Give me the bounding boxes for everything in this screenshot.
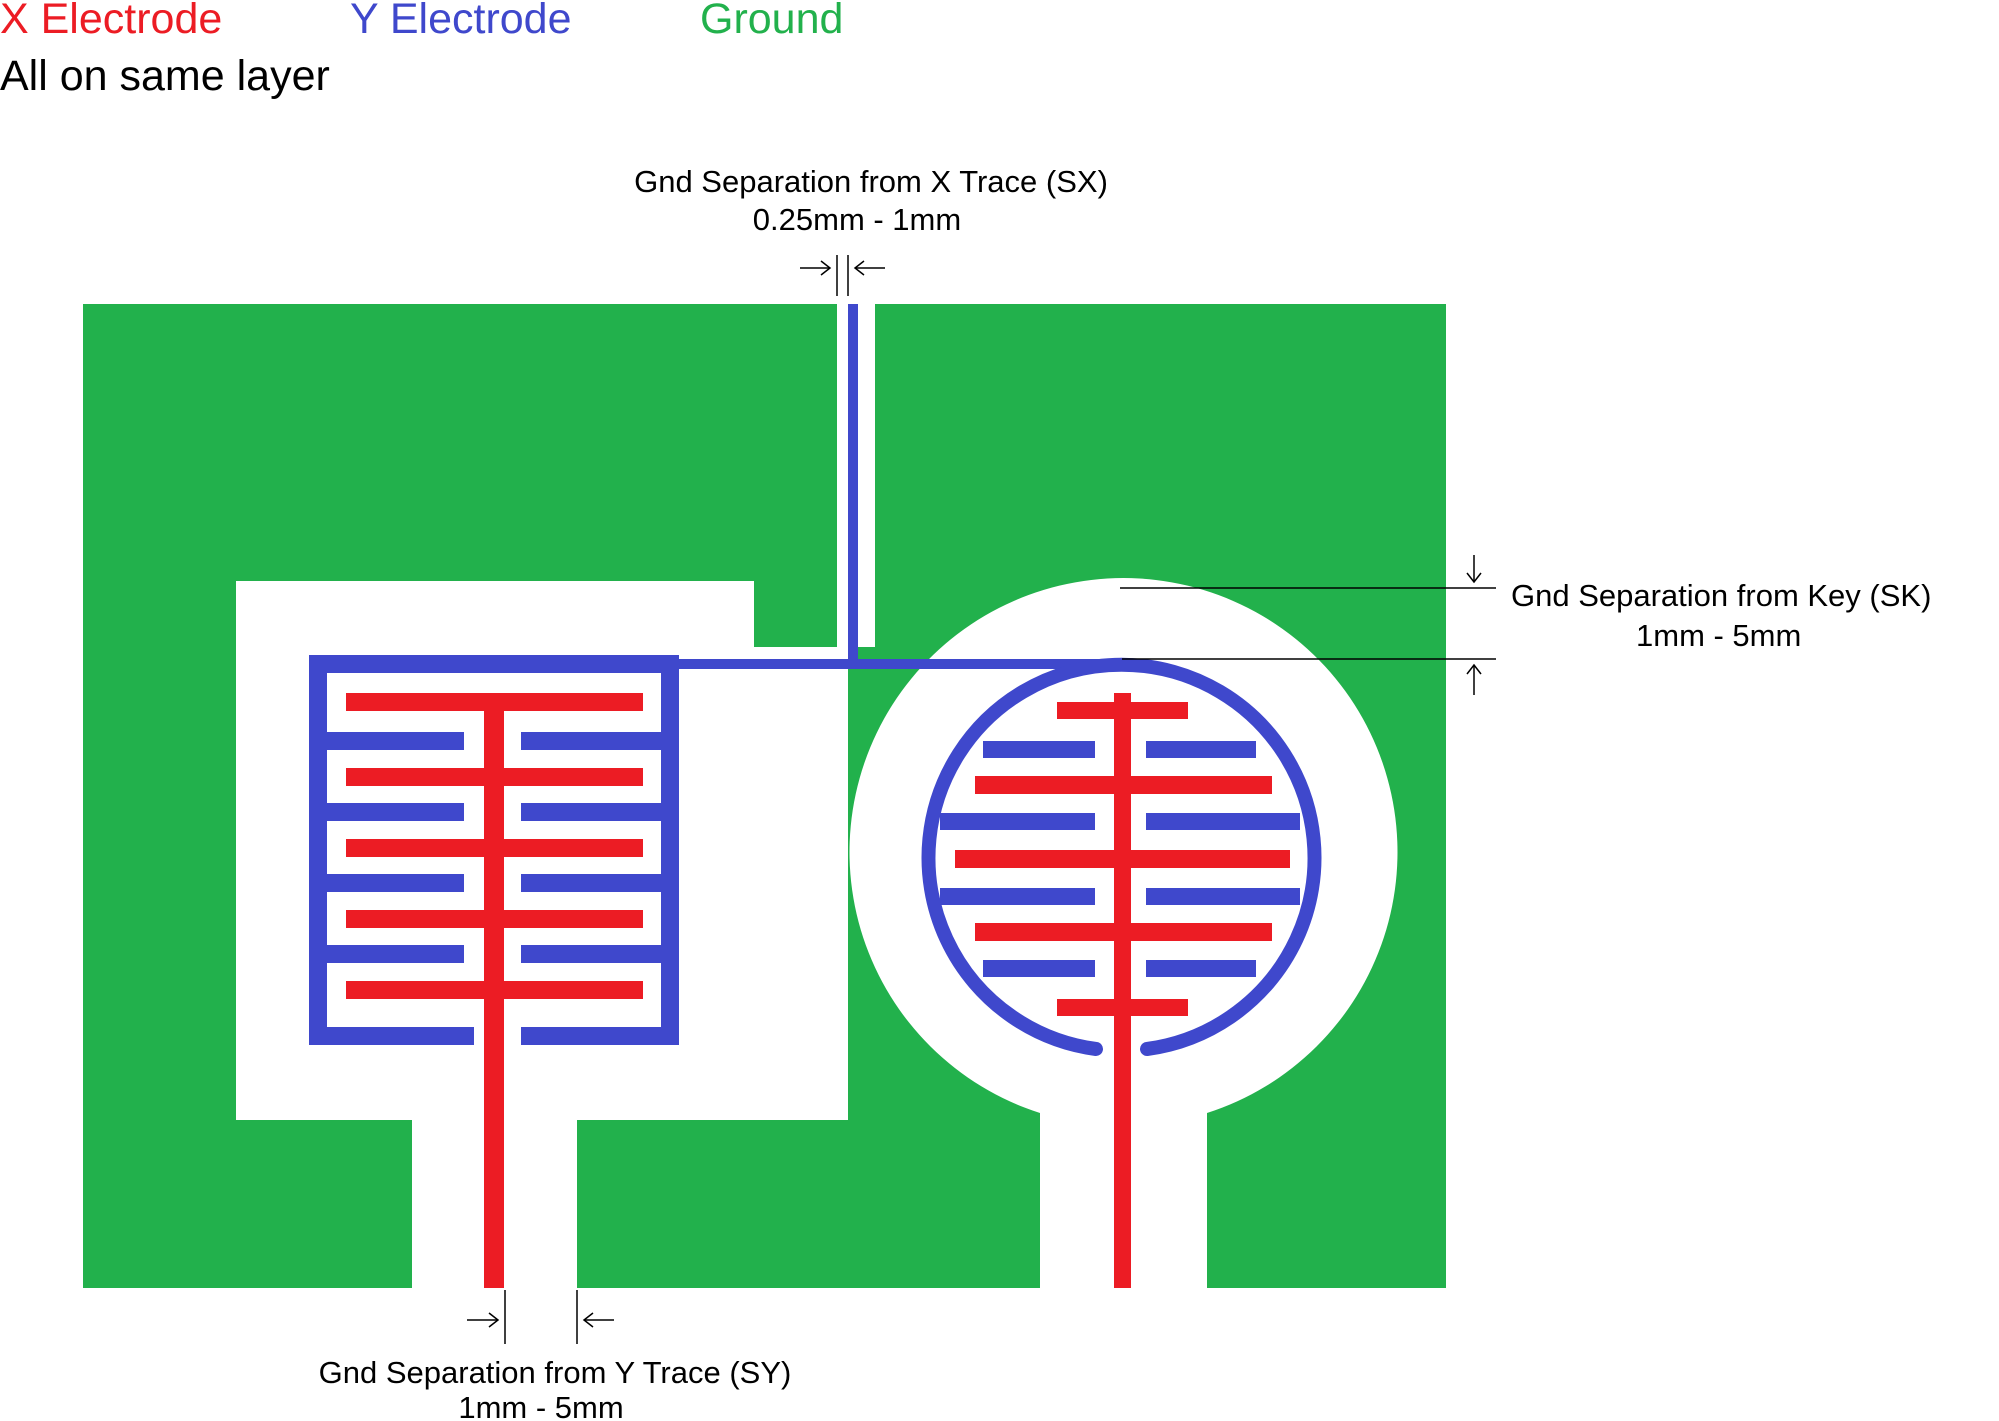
sy-title: Gnd Separation from Y Trace (SY)	[319, 1355, 792, 1390]
legend-y-electrode: Y Electrode	[350, 0, 572, 43]
y-round-ring	[921, 657, 1322, 1056]
y-round-fingers-right	[1146, 741, 1300, 977]
sy-dimension	[467, 1290, 614, 1344]
legend-ground: Ground	[700, 0, 843, 43]
sy-range: 1mm - 5mm	[458, 1390, 623, 1421]
x-square-fingers	[346, 693, 643, 999]
y-trace-vertical	[848, 304, 858, 662]
ground-plane	[83, 304, 1446, 1288]
y-square-frame	[309, 655, 679, 1045]
sk-range: 1mm - 5mm	[1636, 618, 1801, 653]
sk-title: Gnd Separation from Key (SK)	[1511, 578, 1931, 613]
sk-dimension	[1120, 555, 1496, 695]
x-electrode	[346, 693, 1290, 1288]
layer-note: All on same layer	[0, 52, 330, 100]
y-trace-horizontal	[678, 659, 1124, 669]
y-electrode	[309, 304, 1322, 1056]
y-round-fingers-left	[940, 741, 1095, 977]
y-square-fingers-left	[327, 732, 464, 963]
legend-x-electrode: X Electrode	[0, 0, 222, 43]
x-round-fingers	[955, 702, 1290, 1016]
x-round-trace	[1114, 693, 1131, 1288]
y-square-fingers-right	[521, 732, 661, 963]
sx-title: Gnd Separation from X Trace (SX)	[634, 164, 1108, 199]
sx-dimension	[800, 255, 885, 296]
sx-range: 0.25mm - 1mm	[753, 202, 961, 237]
